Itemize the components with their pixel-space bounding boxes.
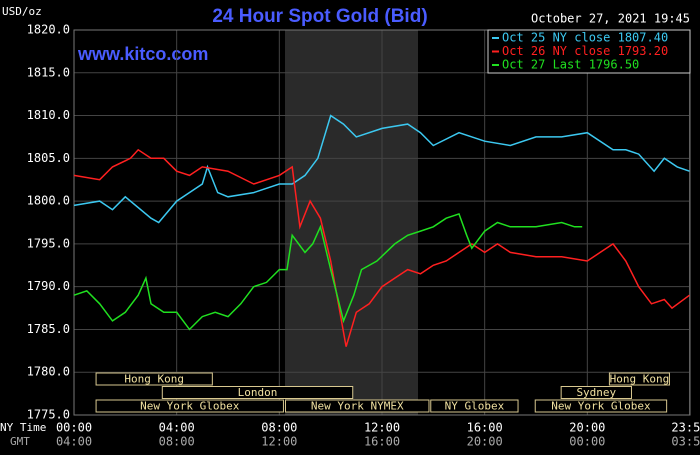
- legend-box: [487, 29, 691, 74]
- x-tick-label: 00:00: [56, 421, 92, 435]
- x-tick-label: 16:00: [467, 421, 503, 435]
- legend-label: Oct 27 Last 1796.50: [502, 58, 639, 72]
- watermark: www.kitco.com: [77, 44, 208, 64]
- y-tick-label: 1810.0: [27, 108, 70, 122]
- chart-title: 24 Hour Spot Gold (Bid): [212, 6, 427, 27]
- legend-label: Oct 26 NY close 1793.20: [502, 44, 668, 58]
- x2-tick-label: 03:59: [671, 435, 700, 449]
- session-label: New York NYMEX: [311, 400, 404, 413]
- session-label: London: [238, 386, 278, 399]
- x2-tick-label: 20:00: [467, 435, 503, 449]
- plot-frame: [73, 29, 691, 416]
- x-tick-label: 23:59: [671, 421, 700, 435]
- nymex-shade: [285, 30, 418, 415]
- session-label: Hong Kong: [610, 373, 670, 386]
- y-tick-label: 1800.0: [27, 194, 70, 208]
- x2-tick-label: 00:00: [569, 435, 605, 449]
- x-tick-label: 04:00: [159, 421, 195, 435]
- x-tick-label: 12:00: [364, 421, 400, 435]
- y-tick-label: 1775.0: [27, 408, 70, 422]
- session-label: New York Globex: [551, 400, 651, 413]
- y-tick-label: 1785.0: [27, 322, 70, 336]
- x-row-label: NY Time: [0, 421, 46, 434]
- session-label: Sydney: [576, 386, 616, 399]
- y-tick-label: 1790.0: [27, 279, 70, 293]
- y-tick-label: 1805.0: [27, 151, 70, 165]
- session-box: [284, 399, 430, 413]
- session-box: [95, 372, 213, 386]
- y-axis-label: USD/oz: [2, 5, 42, 18]
- session-box: [560, 386, 632, 399]
- session-label: NY Globex: [445, 400, 505, 413]
- legend-label: Oct 25 NY close 1807.40: [502, 31, 668, 45]
- x-tick-label: 08:00: [261, 421, 297, 435]
- y-tick-label: 1795.0: [27, 236, 70, 250]
- x-tick-label: 20:00: [569, 421, 605, 435]
- session-box: [608, 372, 670, 386]
- session-label: New York Globex: [140, 400, 240, 413]
- x2-tick-label: 12:00: [261, 435, 297, 449]
- session-box: [534, 399, 668, 413]
- series-line: [73, 148, 690, 347]
- y-tick-label: 1780.0: [27, 365, 70, 379]
- date: October 27, 2021 19:45: [531, 12, 690, 26]
- session-box: [430, 399, 519, 413]
- y-tick-label: 1815.0: [27, 65, 70, 79]
- x2-row-label: GMT: [10, 435, 30, 448]
- x2-tick-label: 16:00: [364, 435, 400, 449]
- x2-tick-label: 04:00: [56, 435, 92, 449]
- series-line: [73, 212, 583, 331]
- session-box: [95, 399, 284, 413]
- y-tick-label: 1820.0: [27, 23, 70, 37]
- series-line: [73, 114, 690, 224]
- session-label: Hong Kong: [124, 373, 184, 386]
- session-box: [161, 386, 354, 399]
- x2-tick-label: 08:00: [159, 435, 195, 449]
